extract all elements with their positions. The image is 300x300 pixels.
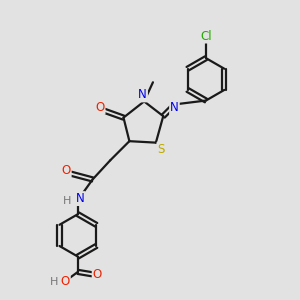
Text: O: O (61, 275, 70, 288)
Text: O: O (93, 268, 102, 281)
Text: O: O (61, 164, 71, 176)
Text: H: H (62, 196, 71, 206)
Text: O: O (95, 101, 105, 114)
Text: N: N (170, 101, 179, 114)
Text: N: N (138, 88, 147, 101)
Text: N: N (76, 192, 85, 205)
Text: H: H (50, 277, 58, 286)
Text: Cl: Cl (200, 29, 212, 43)
Text: S: S (158, 142, 165, 156)
